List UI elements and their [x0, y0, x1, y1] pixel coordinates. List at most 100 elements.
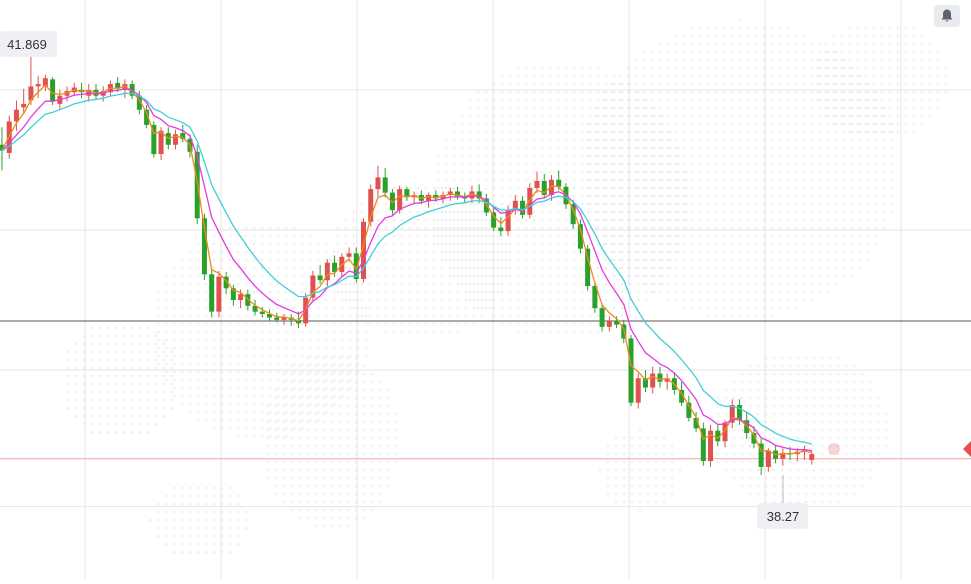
map-dot	[172, 386, 176, 390]
map-dot	[634, 202, 638, 206]
map-dot	[730, 170, 734, 174]
map-dot	[532, 178, 536, 182]
map-dot	[314, 404, 318, 408]
map-dot	[630, 444, 634, 448]
map-dot	[274, 460, 278, 464]
map-dot	[804, 476, 808, 480]
map-dot	[468, 106, 472, 110]
map-dot	[556, 130, 560, 134]
map-dot	[828, 476, 832, 480]
map-dot	[866, 114, 870, 118]
map-dot	[138, 358, 142, 362]
map-dot	[98, 358, 102, 362]
map-dot	[540, 298, 544, 302]
map-dot	[748, 468, 752, 472]
map-dot	[866, 194, 870, 198]
map-dot	[754, 114, 758, 118]
map-dot	[276, 266, 280, 270]
map-dot	[336, 250, 340, 254]
map-dot	[796, 444, 800, 448]
map-dot	[650, 154, 654, 158]
map-dot	[818, 42, 822, 46]
map-dot	[268, 418, 272, 422]
map-dot	[890, 186, 894, 190]
map-dot	[706, 146, 710, 150]
map-dot	[314, 468, 318, 472]
map-dot	[154, 406, 158, 410]
map-dot	[828, 444, 832, 448]
map-dot	[204, 486, 208, 490]
map-dot	[746, 90, 750, 94]
map-dot	[162, 374, 166, 378]
map-dot	[682, 306, 686, 310]
map-dot	[314, 372, 318, 376]
map-dot	[138, 390, 142, 394]
map-dot	[642, 266, 646, 270]
map-dot	[146, 358, 150, 362]
alert-button[interactable]	[934, 5, 960, 27]
map-dot	[330, 500, 334, 504]
map-dot	[698, 210, 702, 214]
map-dot	[346, 476, 350, 480]
map-dot	[516, 98, 520, 102]
map-dot	[812, 444, 816, 448]
map-dot	[204, 534, 208, 538]
map-dot	[196, 306, 200, 310]
map-dot	[796, 372, 800, 376]
map-dot	[858, 154, 862, 158]
map-dot	[268, 434, 272, 438]
map-dot	[852, 380, 856, 384]
map-dot	[500, 186, 504, 190]
map-dot	[662, 444, 666, 448]
map-dot	[322, 452, 326, 456]
map-dot	[612, 106, 616, 110]
map-dot	[508, 242, 512, 246]
map-dot	[876, 404, 880, 408]
map-dot	[850, 162, 854, 166]
map-dot	[772, 412, 776, 416]
map-dot	[594, 154, 598, 158]
map-dot	[810, 234, 814, 238]
map-dot	[188, 314, 192, 318]
map-dot	[484, 146, 488, 150]
candle-body	[238, 294, 244, 301]
map-dot	[754, 82, 758, 86]
map-dot	[472, 218, 476, 222]
map-dot	[794, 154, 798, 158]
map-dot	[228, 486, 232, 490]
map-dot	[872, 122, 876, 126]
map-dot	[832, 98, 836, 102]
map-dot	[556, 202, 560, 206]
map-dot	[682, 258, 686, 262]
candle-body	[397, 189, 403, 211]
map-dot	[636, 162, 640, 166]
map-dot	[594, 122, 598, 126]
map-dot	[698, 266, 702, 270]
map-dot	[620, 106, 624, 110]
map-dot	[770, 26, 774, 30]
map-dot	[436, 154, 440, 158]
map-dot	[638, 508, 642, 512]
map-dot	[508, 274, 512, 278]
map-dot	[98, 382, 102, 386]
map-dot	[268, 346, 272, 350]
map-dot	[670, 444, 674, 448]
map-dot	[300, 394, 304, 398]
map-dot	[730, 234, 734, 238]
map-dot	[794, 274, 798, 278]
map-dot	[834, 250, 838, 254]
map-dot	[324, 338, 328, 342]
map-dot	[642, 162, 646, 166]
map-dot	[138, 374, 142, 378]
map-dot	[322, 524, 326, 528]
map-dot	[340, 282, 344, 286]
map-dot	[314, 460, 318, 464]
map-dot	[500, 82, 504, 86]
map-dot	[464, 306, 468, 310]
map-dot	[778, 90, 782, 94]
map-dot	[340, 314, 344, 318]
map-dot	[796, 388, 800, 392]
map-dot	[756, 388, 760, 392]
map-dot	[662, 492, 666, 496]
